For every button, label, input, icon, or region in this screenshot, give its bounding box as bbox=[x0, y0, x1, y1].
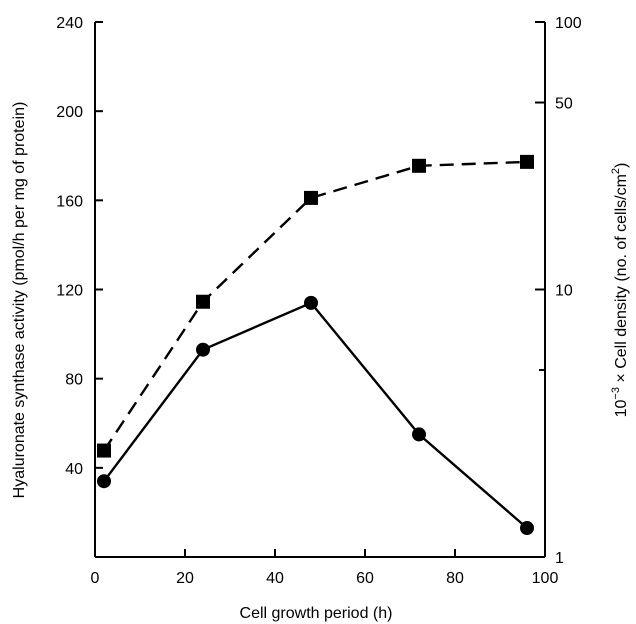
circle-series-line bbox=[103, 301, 528, 529]
x-tick-label: 80 bbox=[446, 570, 464, 587]
left-y-tick-label: 200 bbox=[56, 104, 83, 121]
right-y-tick-label: 50 bbox=[555, 96, 573, 113]
ticks: 0 20 40 60 80 100 40 80 120 160 200 240 1 10 50 100 bbox=[56, 15, 582, 587]
series-layer bbox=[97, 154, 534, 536]
x-tick-label: 40 bbox=[266, 570, 284, 587]
circle-data-point bbox=[304, 295, 318, 310]
circle-data-point bbox=[196, 342, 210, 357]
right-y-tick-label: 10 bbox=[555, 283, 573, 300]
x-axis-title: Cell growth period (h) bbox=[240, 605, 393, 622]
left-y-axis-title: Hyaluronate synthase activity (pmol/h pe… bbox=[11, 102, 28, 499]
circle-data-point bbox=[412, 427, 426, 442]
right-y-axis-title: 10−3 × Cell density (no. of cells/cm2) bbox=[610, 163, 630, 418]
x-tick-label: 0 bbox=[91, 570, 100, 587]
right-y-title-exponent: −3 bbox=[610, 387, 622, 400]
axes bbox=[94, 22, 546, 558]
left-y-tick-label: 120 bbox=[56, 283, 83, 300]
left-y-tick-label: 160 bbox=[56, 193, 83, 210]
left-y-tick-label: 240 bbox=[56, 15, 83, 32]
square-data-point bbox=[304, 190, 318, 205]
x-tick-label: 100 bbox=[532, 570, 559, 587]
circle-data-point bbox=[97, 474, 111, 489]
x-tick-label: 20 bbox=[176, 570, 194, 587]
square-data-point bbox=[412, 158, 426, 173]
circle-data-point bbox=[520, 521, 534, 536]
right-y-title-close: ) bbox=[613, 163, 630, 168]
right-y-tick-label: 1 bbox=[555, 550, 564, 567]
square-data-point bbox=[520, 154, 534, 169]
right-y-title-main: × Cell density (no. of cells/cm bbox=[613, 174, 630, 387]
left-y-tick-label: 80 bbox=[65, 372, 83, 389]
x-tick-label: 60 bbox=[356, 570, 374, 587]
square-data-point bbox=[97, 443, 111, 458]
right-y-title-prefix: 10 bbox=[613, 399, 630, 417]
right-y-tick-label: 100 bbox=[555, 15, 582, 32]
right-y-title-superscript: 2 bbox=[610, 168, 622, 174]
square-data-point bbox=[196, 294, 210, 309]
left-y-tick-label: 40 bbox=[65, 461, 83, 478]
square-series-line bbox=[103, 160, 528, 452]
